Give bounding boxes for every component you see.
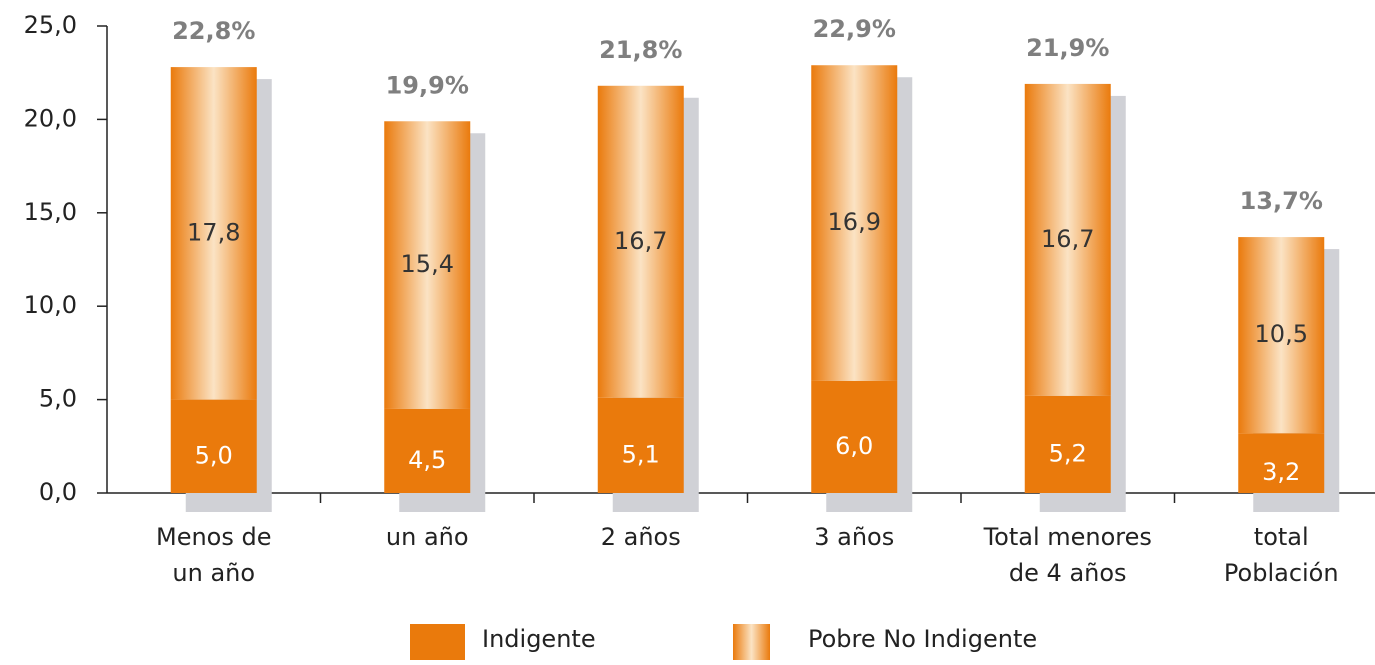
value-label: 15,4 <box>401 250 454 278</box>
bar-segment <box>1024 83 1111 396</box>
total-label: 22,9% <box>813 15 896 43</box>
total-label: 21,8% <box>599 36 682 64</box>
bar-segment <box>1238 433 1325 493</box>
bar-segment <box>597 397 684 493</box>
value-label: 16,7 <box>614 227 667 255</box>
bar-segment <box>597 85 684 398</box>
y-tick-label: 15,0 <box>24 198 77 226</box>
y-tick-label: 20,0 <box>24 104 77 132</box>
x-tick-label: 3 años <box>814 523 894 551</box>
x-tick-label: un año <box>386 523 469 551</box>
value-label: 3,2 <box>1262 458 1300 486</box>
value-label: 16,9 <box>828 208 881 236</box>
x-tick-label: de 4 años <box>1009 559 1127 587</box>
value-label: 4,5 <box>408 446 446 474</box>
bar-segment <box>1024 395 1111 493</box>
bar-segment <box>384 121 471 409</box>
bar-segment <box>170 399 257 493</box>
total-label: 19,9% <box>386 71 469 99</box>
value-label: 16,7 <box>1041 225 1094 253</box>
bar-segment <box>1238 237 1325 434</box>
legend-swatch <box>410 624 465 660</box>
legend-swatch <box>733 624 770 660</box>
y-tick-label: 5,0 <box>39 385 77 413</box>
y-tick-label: 25,0 <box>24 11 77 39</box>
x-tick-label: total <box>1254 523 1309 551</box>
bar-segment <box>384 408 471 493</box>
value-label: 5,2 <box>1049 439 1087 467</box>
legend-label: Pobre No Indigente <box>808 625 1037 653</box>
bar-segment <box>811 65 898 381</box>
value-label: 10,5 <box>1255 320 1308 348</box>
value-label: 6,0 <box>835 432 873 460</box>
total-label: 21,9% <box>1026 34 1109 62</box>
bar-segment <box>811 380 898 493</box>
x-tick-label: Población <box>1224 559 1339 587</box>
y-tick-label: 10,0 <box>24 291 77 319</box>
y-tick-label: 0,0 <box>39 478 77 506</box>
total-label: 13,7% <box>1240 187 1323 215</box>
x-tick-label: Total menores <box>983 523 1152 551</box>
legend-label: Indigente <box>482 625 596 653</box>
value-label: 5,0 <box>195 441 233 469</box>
x-tick-label: Menos de <box>156 523 272 551</box>
value-label: 5,1 <box>622 440 660 468</box>
x-tick-label: un año <box>172 559 255 587</box>
x-tick-label: 2 años <box>601 523 681 551</box>
total-label: 22,8% <box>172 17 255 45</box>
bar-segment <box>170 67 257 400</box>
value-label: 17,8 <box>187 218 240 246</box>
